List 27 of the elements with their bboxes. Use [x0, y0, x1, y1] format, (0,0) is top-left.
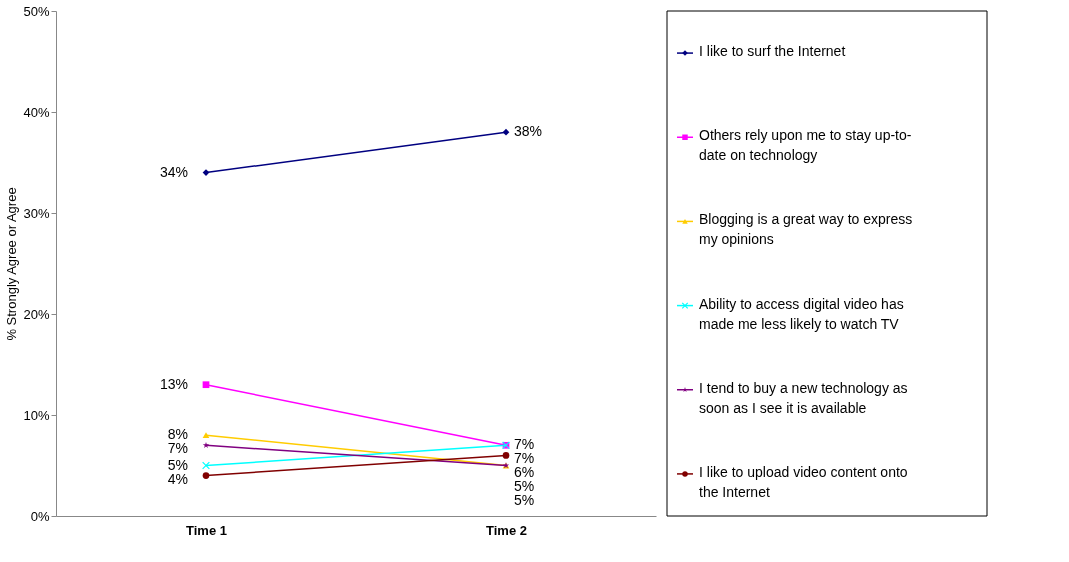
legend-label: Ability to access digital video has made me less likely to watch TV — [699, 295, 904, 332]
y-tick-label: 10% — [23, 407, 50, 423]
x-tick-label: Time 2 — [486, 522, 527, 538]
data-label: 8% — [167, 426, 188, 443]
data-label: 5% — [514, 492, 535, 509]
x-tick-label: Time 1 — [186, 522, 227, 538]
y-tick-label: 20% — [23, 306, 50, 322]
y-tick-label: 30% — [23, 205, 50, 221]
legend-label: I like to upload video content onto the Internet — [699, 463, 908, 500]
y-tick-label: 50% — [23, 3, 50, 19]
legend-label: I like to surf the Internet — [699, 43, 846, 60]
data-label: 38% — [514, 123, 543, 140]
y-axis-title: % Strongly Agree or Agree — [4, 187, 20, 341]
data-label: 4% — [167, 470, 188, 487]
data-label: 7% — [167, 440, 188, 457]
data-label: 5% — [167, 456, 188, 473]
data-label: 6% — [514, 464, 535, 481]
data-label: 7% — [514, 436, 535, 453]
data-label: 13% — [159, 375, 188, 392]
data-label: 34% — [159, 163, 188, 180]
legend-label: Blogging is a great way to express my opinions — [699, 211, 913, 248]
data-label: 7% — [514, 450, 535, 467]
y-tick-label: 40% — [23, 104, 50, 120]
legend-label: I tend to buy a new technology as soon as I see it is available — [699, 379, 908, 416]
data-label: 5% — [514, 478, 535, 495]
y-tick-label: 0% — [30, 508, 50, 524]
legend-label: Others rely upon me to stay up-to-date on technology — [699, 127, 912, 164]
